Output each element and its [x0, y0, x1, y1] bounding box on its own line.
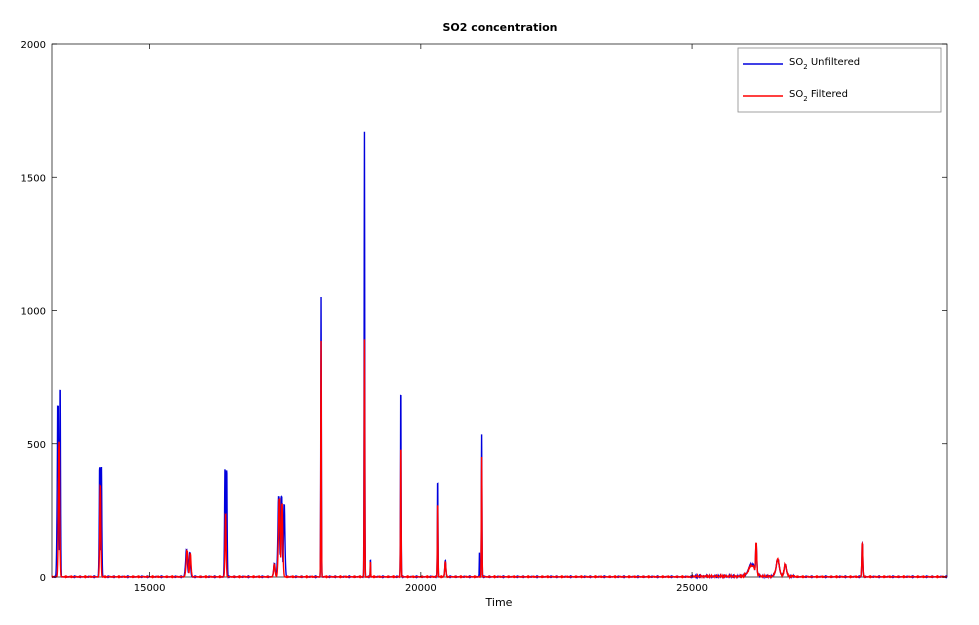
axis-layer: 0 500 1000 1500 2000 15000 20000 25000 — [21, 40, 947, 594]
y-tick-label: 0 — [40, 573, 46, 584]
x-tick-label: 25000 — [676, 583, 708, 594]
series-layer — [51, 131, 948, 580]
legend-label-unfiltered: SO2 Unfiltered — [789, 57, 860, 71]
x-tick-label: 20000 — [405, 583, 437, 594]
y-tick-label: 1000 — [21, 307, 46, 318]
x-tick-label: 15000 — [134, 583, 166, 594]
x-axis-label: Time — [485, 596, 513, 609]
chart-title: SO2 concentration — [442, 21, 557, 34]
y-tick-label: 500 — [27, 440, 46, 451]
legend-box — [737, 47, 942, 113]
legend: SO2 Unfiltered SO2 Filtered — [737, 47, 942, 113]
y-tick-label: 2000 — [21, 40, 46, 51]
legend-label-filtered: SO2 Filtered — [789, 89, 848, 103]
plot-area — [51, 43, 948, 578]
y-tick-label: 1500 — [21, 173, 46, 184]
series-line-filtered — [51, 339, 948, 580]
